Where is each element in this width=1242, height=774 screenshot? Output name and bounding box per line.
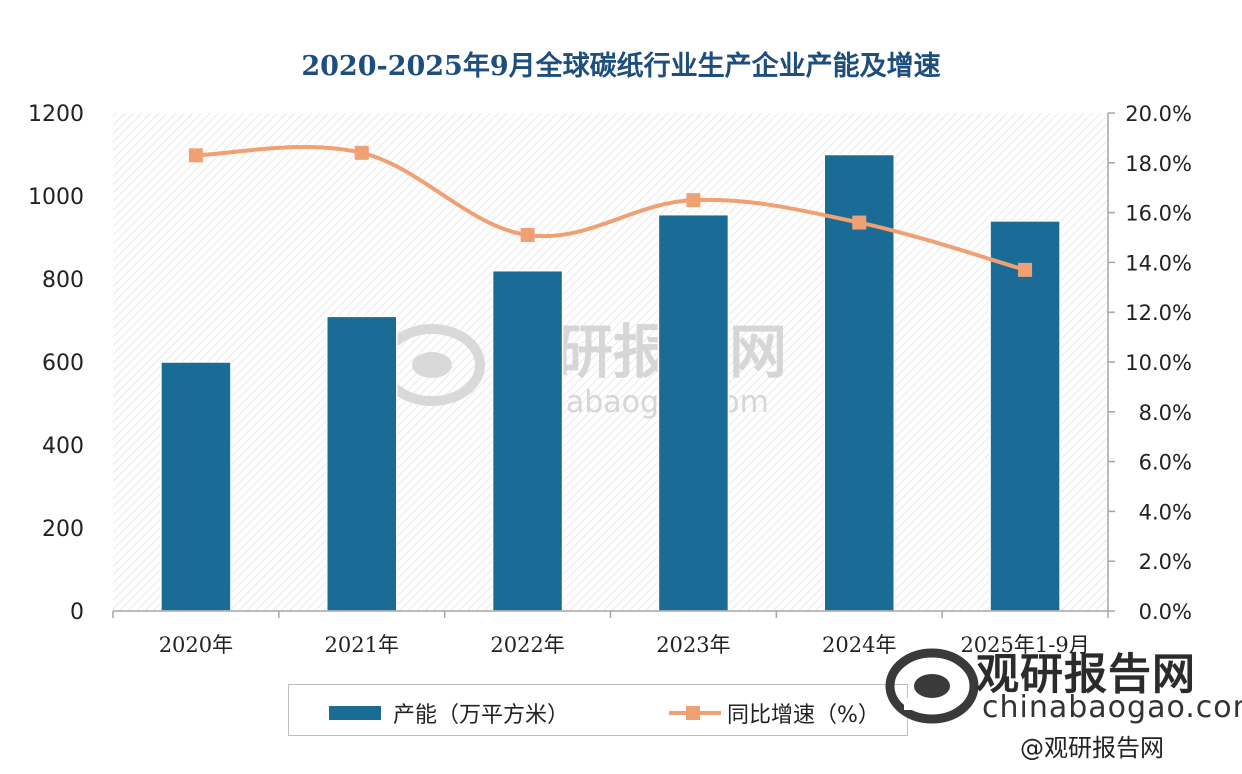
- legend: 产能（万平方米） 同比增速（%）: [288, 684, 908, 736]
- growth-point-2: [520, 228, 535, 243]
- corner-watermark-brand: 观研报告网: [976, 650, 1196, 700]
- left-axis-tick-label-4: 800: [42, 268, 84, 293]
- x-axis-tick-label-3: 2023年: [656, 633, 730, 657]
- legend-label-growth: 同比增速（%）: [727, 703, 880, 728]
- right-axis-tick-label-1: 2.0%: [1139, 550, 1192, 574]
- bar-1: [326, 315, 398, 612]
- x-axis-tick-label-1: 2021年: [325, 633, 399, 657]
- right-axis-tick-label-7: 14.0%: [1125, 251, 1192, 275]
- left-axis-tick-label-3: 600: [42, 351, 84, 376]
- bar-3: [657, 213, 730, 612]
- left-axis-tick-label-0: 0: [70, 600, 84, 625]
- watermark-logo-icon: [885, 648, 979, 724]
- plot-area: [113, 113, 1108, 611]
- right-axis-tick-label-10: 20.0%: [1125, 102, 1192, 126]
- x-axis-tick-label-5: 2025年1-9月: [960, 633, 1089, 657]
- labels-layer: 0 200 400 600 800 1000 1200 0.0% 2.0% 4.0% 6.0% 8.0…: [28, 102, 1192, 657]
- growth-point-0: [188, 148, 203, 163]
- right-axis-tick-label-6: 12.0%: [1125, 301, 1192, 325]
- plot-background: [113, 113, 1108, 611]
- growth-point-3: [686, 193, 701, 208]
- legend-label-capacity: 产能（万平方米）: [393, 703, 570, 728]
- growth-point-1: [354, 145, 369, 160]
- right-axis-tick-label-9: 18.0%: [1125, 152, 1192, 176]
- right-axis-tick-label-0: 0.0%: [1139, 600, 1192, 624]
- line-layer: [188, 144, 1033, 277]
- bar-0: [160, 361, 232, 612]
- center-watermark-logo-core: [412, 352, 452, 378]
- corner-watermark: 观研报告网 chinabaogao.com @观研报告网: [880, 640, 1242, 770]
- left-axis-tick-label-5: 1000: [28, 185, 84, 210]
- right-axis-tick-label-8: 16.0%: [1125, 202, 1192, 226]
- growth-point-4: [852, 215, 867, 230]
- x-axis-tick-label-2: 2022年: [490, 633, 564, 657]
- left-axis-tick-label-2: 400: [42, 434, 84, 459]
- growth-line: [195, 144, 1026, 272]
- legend-bar-swatch: [329, 706, 381, 720]
- right-axis-tick-label-5: 10.0%: [1125, 351, 1192, 375]
- legend-item-growth: 同比增速（%）: [667, 697, 880, 729]
- left-axis-tick-label-1: 200: [42, 517, 84, 542]
- corner-watermark-domain: chinabaogao.com: [982, 690, 1242, 725]
- bars-layer: [160, 153, 1061, 612]
- x-axis-tick-label-4: 2024年: [822, 633, 896, 657]
- corner-watermark-handle: @观研报告网: [1020, 734, 1164, 762]
- right-axis-tick-label-2: 4.0%: [1139, 500, 1192, 524]
- chart-title: 2020-2025年9月全球碳纸行业生产企业产能及增速: [301, 51, 941, 82]
- x-axis-tick-label-0: 2020年: [159, 633, 233, 657]
- legend-item-capacity: 产能（万平方米）: [329, 697, 569, 729]
- legend-line-swatch: [669, 706, 721, 720]
- bar-2: [491, 269, 564, 612]
- bar-5: [989, 220, 1061, 612]
- axes-layer: [112, 112, 1115, 618]
- right-axis-tick-label-4: 8.0%: [1139, 401, 1192, 425]
- growth-point-5: [1018, 262, 1033, 277]
- right-axis-tick-label-3: 6.0%: [1139, 451, 1192, 475]
- left-axis-tick-label-6: 1200: [28, 102, 84, 127]
